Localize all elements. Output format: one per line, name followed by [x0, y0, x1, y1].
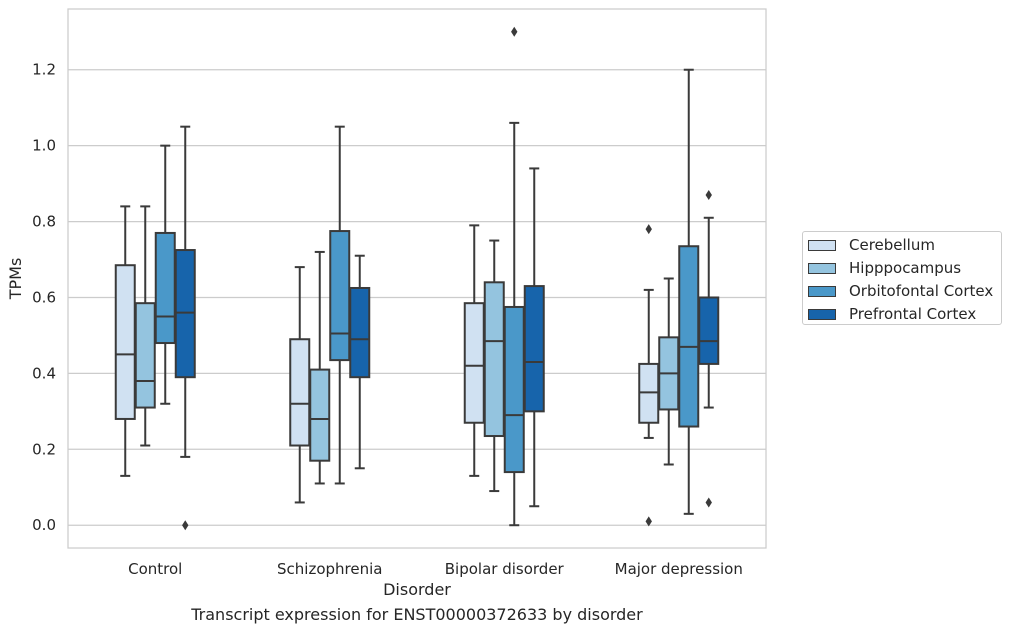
- box-2-3: [678, 68, 700, 515]
- legend-label: Orbitofontal Cortex: [849, 282, 994, 300]
- box-2-0: [154, 144, 176, 405]
- box-body: [678, 245, 700, 428]
- legend-swatch: [808, 285, 836, 297]
- y-tick-label: 1.2: [32, 61, 56, 79]
- box-body: [349, 286, 371, 379]
- box-1-2: [483, 239, 505, 493]
- box-body: [154, 231, 176, 345]
- legend-swatch: [808, 239, 836, 251]
- box-3-2: [523, 167, 545, 508]
- y-axis-ticks: 0.0 0.2 0.4 0.6 0.8 1.0 1.2: [32, 61, 56, 534]
- box-3-0: [174, 125, 196, 531]
- x-tick-label: Control: [128, 560, 182, 578]
- y-tick-label: 1.0: [32, 137, 56, 155]
- outlier-point: [705, 497, 712, 508]
- box-body: [463, 302, 485, 424]
- box-3-1: [349, 254, 371, 470]
- box-0-1: [289, 266, 311, 504]
- legend-label: Prefrontal Cortex: [849, 305, 977, 323]
- outlier-point: [645, 516, 652, 527]
- box-body: [134, 302, 156, 409]
- legend-label: Cerebellum: [849, 236, 935, 254]
- legend-item: Prefrontal Cortex: [808, 304, 976, 324]
- box-3-3: [698, 189, 720, 508]
- box-body: [483, 281, 505, 438]
- box-2-1: [329, 125, 351, 485]
- legend-item: Hipppocampus: [808, 258, 961, 278]
- legend: Cerebellum Hipppocampus Orbitofontal Corte…: [802, 231, 1002, 325]
- outlier-point: [705, 189, 712, 200]
- y-tick-label: 0.2: [32, 440, 56, 458]
- x-axis-ticks: Control Schizophrenia Bipolar disorder Majo…: [128, 560, 743, 578]
- legend-label: Hipppocampus: [849, 259, 962, 277]
- x-tick-label: Schizophrenia: [277, 560, 382, 578]
- box-2-2: [503, 26, 525, 527]
- box-body: [523, 285, 545, 413]
- y-tick-label: 0.0: [32, 516, 56, 534]
- box-0-3: [638, 224, 660, 527]
- box-0-0: [114, 205, 136, 477]
- y-axis-label: TPMs: [6, 258, 25, 301]
- chart-caption: Transcript expression for ENST0000037263…: [191, 605, 643, 624]
- box-body: [503, 305, 525, 474]
- box-body: [698, 296, 720, 365]
- y-tick-label: 0.6: [32, 288, 56, 306]
- outlier-point: [511, 26, 518, 37]
- outlier-point: [182, 520, 189, 531]
- box-1-1: [309, 250, 331, 485]
- legend-item: Orbitofontal Cortex: [808, 281, 993, 301]
- x-axis-label: Disorder: [383, 580, 451, 599]
- box-0-2: [463, 224, 485, 477]
- plot-frame: [67, 8, 767, 549]
- y-tick-label: 0.4: [32, 364, 56, 382]
- legend-swatch: [808, 262, 836, 274]
- box-1-0: [134, 205, 156, 447]
- box-body: [329, 230, 351, 362]
- y-tick-label: 0.8: [32, 213, 56, 231]
- box-body: [309, 368, 331, 462]
- outlier-point: [645, 224, 652, 235]
- box-1-3: [658, 277, 680, 466]
- box-plot-series: [114, 26, 720, 531]
- box-body: [289, 338, 311, 447]
- x-tick-label: Major depression: [615, 560, 743, 578]
- box-body: [114, 264, 136, 420]
- legend-swatch: [808, 308, 836, 320]
- x-tick-label: Bipolar disorder: [445, 560, 565, 578]
- legend-item: Cerebellum: [808, 235, 935, 255]
